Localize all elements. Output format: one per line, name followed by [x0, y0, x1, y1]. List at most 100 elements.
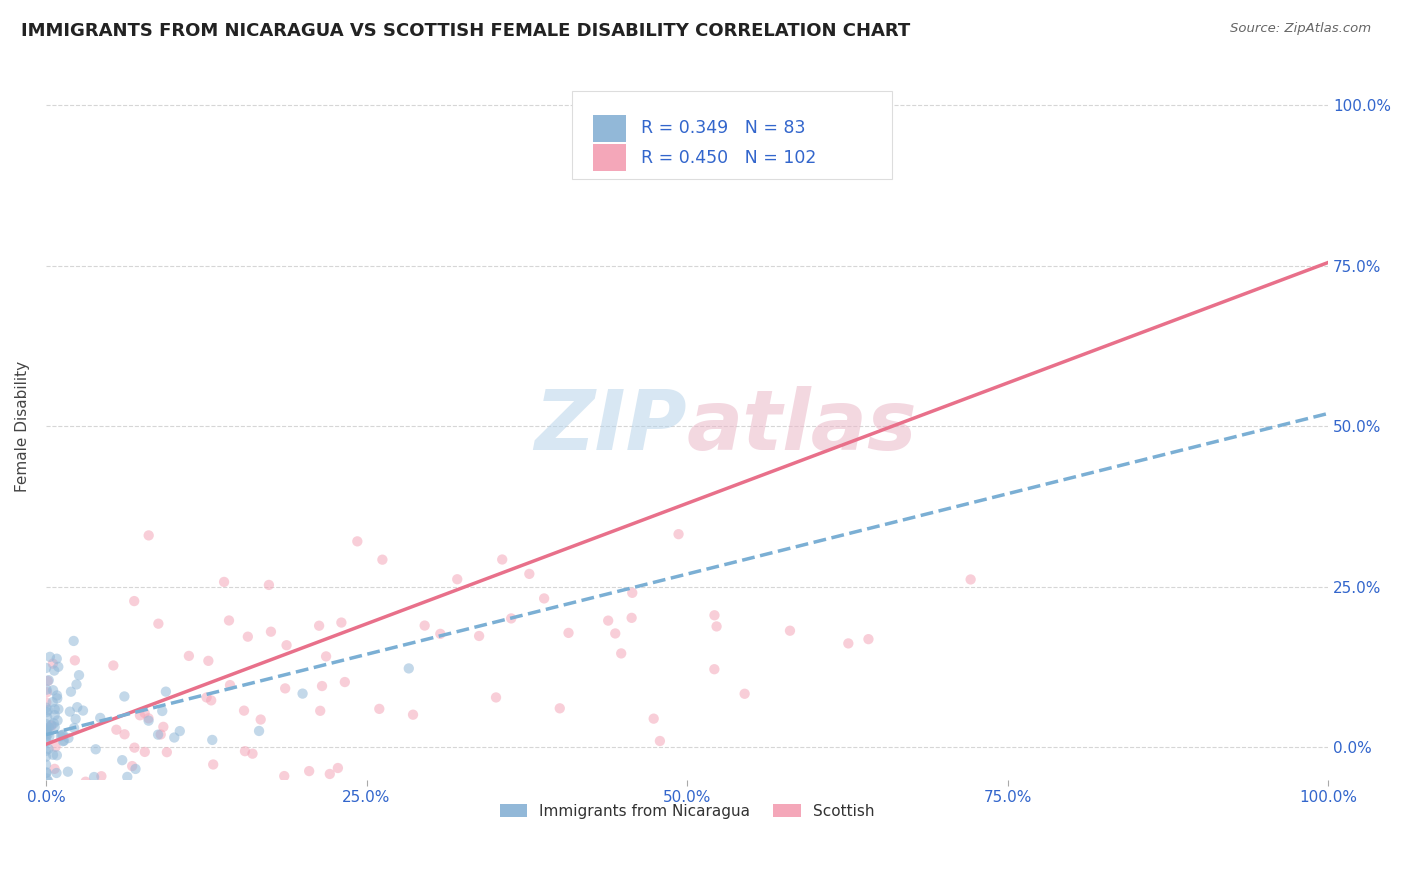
- Point: [451, 786, 474, 800]
- Point: [124, 762, 146, 776]
- Point: [402, 707, 425, 722]
- Point: [103, 819, 125, 833]
- Point: [218, 614, 240, 628]
- Point: [48, 783, 70, 797]
- Point: [111, 753, 134, 767]
- Point: [35, 696, 58, 710]
- Point: [121, 814, 143, 828]
- Point: [413, 618, 436, 632]
- Point: [668, 527, 690, 541]
- Point: [117, 770, 139, 784]
- Point: [37, 710, 59, 724]
- Point: [837, 636, 859, 650]
- Point: [42, 799, 65, 814]
- Point: [446, 572, 468, 586]
- Point: [703, 608, 725, 623]
- Point: [242, 747, 264, 761]
- Point: [557, 626, 579, 640]
- Point: [37, 774, 59, 789]
- Point: [41, 695, 63, 709]
- Point: [195, 690, 218, 705]
- Point: [114, 727, 136, 741]
- Point: [121, 759, 143, 773]
- Point: [66, 700, 89, 714]
- Point: [42, 747, 65, 762]
- Point: [35, 724, 58, 739]
- Point: [643, 712, 665, 726]
- Point: [35, 749, 58, 764]
- Point: [35, 726, 58, 740]
- Point: [134, 745, 156, 759]
- Point: [138, 714, 160, 728]
- Point: [112, 690, 135, 704]
- Point: [311, 679, 333, 693]
- Point: [734, 687, 756, 701]
- Point: [39, 718, 62, 732]
- Point: [169, 724, 191, 739]
- Point: [83, 770, 105, 784]
- Point: [65, 712, 87, 726]
- Text: Source: ZipAtlas.com: Source: ZipAtlas.com: [1230, 22, 1371, 36]
- Point: [155, 783, 177, 797]
- Point: [100, 801, 122, 815]
- Point: [72, 704, 94, 718]
- Point: [41, 845, 63, 859]
- Point: [202, 757, 225, 772]
- Point: [620, 611, 643, 625]
- Point: [122, 594, 145, 608]
- Point: [35, 730, 58, 744]
- Point: [298, 764, 321, 778]
- Point: [129, 708, 152, 723]
- Point: [200, 802, 222, 816]
- Point: [485, 690, 508, 705]
- Point: [75, 774, 97, 789]
- Point: [45, 766, 67, 780]
- Point: [35, 744, 58, 758]
- Point: [35, 757, 58, 772]
- Point: [38, 720, 60, 734]
- Point: [233, 744, 256, 758]
- Point: [35, 766, 58, 780]
- Point: [274, 681, 297, 696]
- Point: [172, 818, 194, 832]
- Point: [65, 677, 87, 691]
- Point: [44, 720, 66, 734]
- Point: [63, 721, 86, 735]
- Point: [197, 654, 219, 668]
- Point: [44, 664, 66, 678]
- Point: [177, 648, 200, 663]
- Point: [149, 727, 172, 741]
- Point: [89, 711, 111, 725]
- Point: [86, 810, 108, 824]
- Point: [533, 591, 555, 606]
- Point: [42, 683, 65, 698]
- Point: [491, 552, 513, 566]
- Point: [219, 678, 242, 692]
- Point: [273, 769, 295, 783]
- Point: [136, 792, 159, 806]
- Point: [163, 731, 186, 745]
- Point: [291, 687, 314, 701]
- Point: [517, 566, 540, 581]
- Point: [35, 700, 58, 714]
- Point: [398, 661, 420, 675]
- Point: [37, 673, 59, 688]
- Point: [605, 626, 627, 640]
- Point: [84, 742, 107, 756]
- Point: [45, 739, 67, 754]
- Bar: [593, 115, 626, 142]
- Point: [38, 730, 60, 744]
- Legend: Immigrants from Nicaragua, Scottish: Immigrants from Nicaragua, Scottish: [494, 797, 880, 825]
- Point: [44, 762, 66, 776]
- Point: [598, 614, 620, 628]
- Point: [37, 786, 59, 800]
- Point: [150, 704, 173, 718]
- Point: [309, 704, 332, 718]
- Point: [236, 630, 259, 644]
- Point: [260, 875, 283, 889]
- Point: [59, 705, 82, 719]
- Point: [90, 769, 112, 783]
- Point: [152, 720, 174, 734]
- FancyBboxPatch shape: [572, 91, 893, 179]
- Point: [52, 734, 75, 748]
